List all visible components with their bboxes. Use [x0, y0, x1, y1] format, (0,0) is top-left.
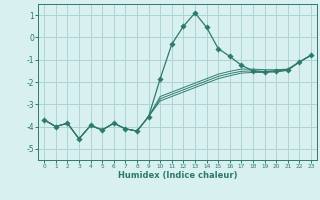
X-axis label: Humidex (Indice chaleur): Humidex (Indice chaleur)	[118, 171, 237, 180]
